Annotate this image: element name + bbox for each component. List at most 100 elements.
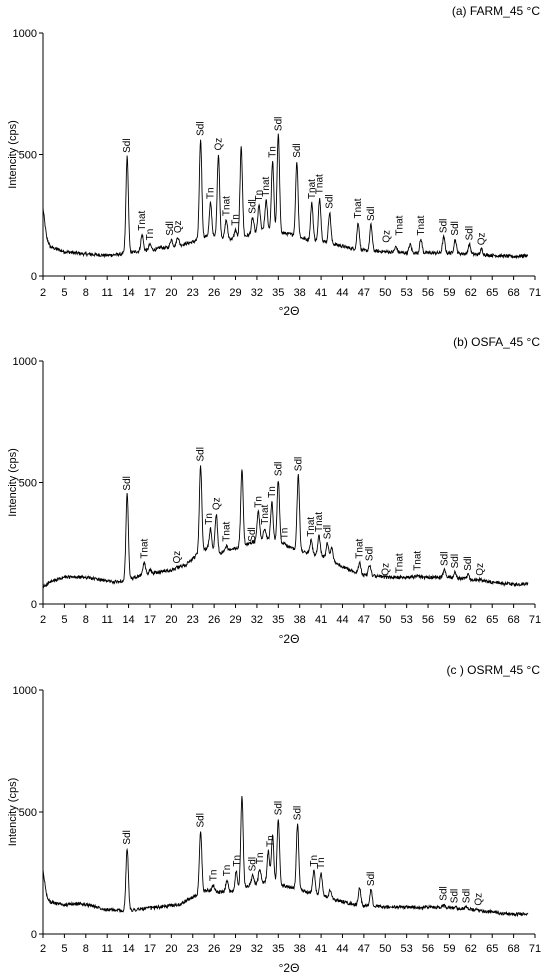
y-tick-label: 0 xyxy=(31,929,37,941)
x-tick-label: 56 xyxy=(422,287,434,299)
x-tick-label: 50 xyxy=(379,943,391,955)
peak-label: Tnat xyxy=(314,512,325,532)
x-tick-label: 41 xyxy=(315,287,327,299)
x-tick-label: 35 xyxy=(272,614,284,626)
x-tick-label: 17 xyxy=(144,614,156,626)
x-tick-label: 44 xyxy=(336,943,348,955)
y-axis-label: Intencity (cps) xyxy=(7,778,19,846)
peak-label: Tnat xyxy=(221,521,232,541)
peak-label: Tn xyxy=(267,486,278,498)
peak-label: Tn xyxy=(231,214,242,226)
x-tick-label: 2 xyxy=(40,943,46,955)
x-tick-label: 5 xyxy=(61,614,67,626)
x-tick-label: 59 xyxy=(443,614,455,626)
chart-title: (a) FARM_45 °C xyxy=(452,4,540,18)
x-tick-label: 29 xyxy=(229,614,241,626)
x-tick-label: 53 xyxy=(401,287,413,299)
peak-label: Tn xyxy=(253,496,264,508)
y-axis-label: Intencity (cps) xyxy=(7,120,19,188)
peak-label: Qz xyxy=(173,220,184,233)
peak-label: Sdl xyxy=(273,117,284,131)
x-tick-label: 17 xyxy=(144,943,156,955)
chart-title: (c ) OSRM_45 °C xyxy=(447,663,541,677)
peak-label: Tn xyxy=(316,857,327,869)
x-tick-label: 11 xyxy=(101,943,112,955)
peak-label: Sdl xyxy=(122,830,133,844)
peak-label: Sdl xyxy=(247,527,258,541)
peak-label: Sdl xyxy=(449,889,460,903)
x-tick-label: 53 xyxy=(401,614,413,626)
peak-label: Tn xyxy=(206,187,217,199)
x-tick-label: 20 xyxy=(165,614,177,626)
peak-label: Sdl xyxy=(450,554,461,568)
xrd-pattern-line xyxy=(42,133,529,260)
x-tick-label: 71 xyxy=(529,287,541,299)
peak-label: Sdl xyxy=(196,121,207,135)
peak-label: Sdl xyxy=(462,889,473,903)
x-tick-label: 38 xyxy=(294,943,306,955)
peak-label: Tnat xyxy=(306,517,317,537)
x-tick-label: 26 xyxy=(208,614,220,626)
x-tick-label: 8 xyxy=(83,943,89,955)
x-tick-label: 44 xyxy=(336,614,348,626)
x-axis-label: °2Θ xyxy=(279,632,300,646)
x-tick-label: 2 xyxy=(40,614,46,626)
xrd-pattern-line xyxy=(42,795,529,918)
x-tick-label: 50 xyxy=(379,287,391,299)
x-tick-label: 14 xyxy=(122,943,134,955)
x-tick-label: 71 xyxy=(529,614,541,626)
peak-label: Sdl xyxy=(325,194,336,208)
peak-label: Qz xyxy=(213,138,224,151)
x-tick-label: 17 xyxy=(144,287,156,299)
peak-label: Sdl xyxy=(366,872,377,886)
x-tick-label: 23 xyxy=(187,287,199,299)
y-tick-label: 500 xyxy=(19,150,37,162)
x-tick-label: 56 xyxy=(422,614,434,626)
peak-label: Tn xyxy=(255,852,266,864)
x-tick-label: 14 xyxy=(122,287,134,299)
peak-label: Sdl xyxy=(450,221,461,235)
x-tick-label: 71 xyxy=(529,943,541,955)
peak-label: Sdl xyxy=(273,462,284,476)
peak-label: Tn xyxy=(254,190,265,202)
peak-label: Sdl xyxy=(439,552,450,566)
peak-label: Tnat xyxy=(139,538,150,558)
peak-label: Tn xyxy=(280,528,291,540)
peak-label: Tnat xyxy=(315,174,326,194)
peak-label: Sdl xyxy=(122,138,133,152)
peak-label: Sdl xyxy=(293,457,304,471)
x-tick-label: 68 xyxy=(507,287,519,299)
x-tick-label: 41 xyxy=(315,614,327,626)
x-tick-label: 11 xyxy=(101,287,112,299)
x-tick-label: 65 xyxy=(486,943,498,955)
peak-label: Sdl xyxy=(292,143,303,157)
peak-label: Qz xyxy=(477,233,488,246)
peak-label: Sdl xyxy=(323,525,334,539)
x-tick-label: 32 xyxy=(251,943,263,955)
x-tick-label: 20 xyxy=(165,943,177,955)
x-axis-label: °2Θ xyxy=(279,304,300,318)
x-tick-label: 20 xyxy=(165,287,177,299)
x-tick-label: 26 xyxy=(208,287,220,299)
peak-label: Tnat xyxy=(307,179,318,199)
x-tick-label: 23 xyxy=(187,943,199,955)
x-tick-label: 59 xyxy=(443,943,455,955)
peak-label: Tnat xyxy=(412,551,423,571)
peak-label: Sdl xyxy=(122,476,133,490)
x-tick-label: 23 xyxy=(187,614,199,626)
peak-label: Sdl xyxy=(463,556,474,570)
x-tick-label: 53 xyxy=(401,943,413,955)
x-tick-label: 68 xyxy=(507,943,519,955)
x-tick-label: 35 xyxy=(272,287,284,299)
y-tick-label: 1000 xyxy=(13,356,37,368)
y-tick-label: 0 xyxy=(31,599,37,611)
x-tick-label: 5 xyxy=(61,287,67,299)
peak-label: Qz xyxy=(475,563,486,576)
peak-label: Tn xyxy=(266,835,277,847)
peak-label: Tnat xyxy=(416,215,427,235)
peak-label: Tnat xyxy=(137,210,148,230)
peak-label: Tn xyxy=(232,855,243,867)
xrd-pattern-line xyxy=(42,465,529,589)
y-tick-label: 1000 xyxy=(13,685,37,697)
